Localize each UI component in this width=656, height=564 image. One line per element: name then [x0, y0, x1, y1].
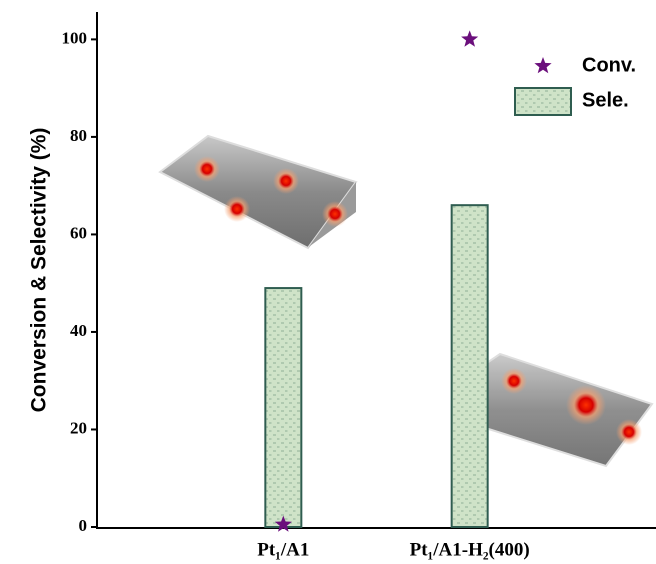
y-tick-label: 20 [70, 418, 87, 437]
legend-label: Conv. [582, 54, 636, 76]
x-tick-label: Pt₁/A1-H₂(400) [410, 539, 530, 560]
bar [264, 287, 303, 529]
y-tick-label: 60 [70, 223, 87, 242]
y-axis-label: Conversion & Selectivity (%) [28, 128, 51, 413]
y-tick-label: 0 [79, 516, 88, 535]
legend-swatch [514, 87, 572, 116]
y-tick-label: 80 [70, 126, 87, 145]
catalyst-illustration [158, 134, 654, 468]
legend-label: Sele. [582, 89, 629, 111]
y-tick-label: 40 [70, 321, 87, 340]
y-tick-label: 100 [62, 28, 88, 47]
bar [450, 204, 489, 529]
legend-marker [534, 57, 552, 74]
star-marker [274, 515, 292, 532]
star-marker [461, 30, 479, 47]
x-tick-label: Pt₁/A1 [257, 539, 309, 560]
